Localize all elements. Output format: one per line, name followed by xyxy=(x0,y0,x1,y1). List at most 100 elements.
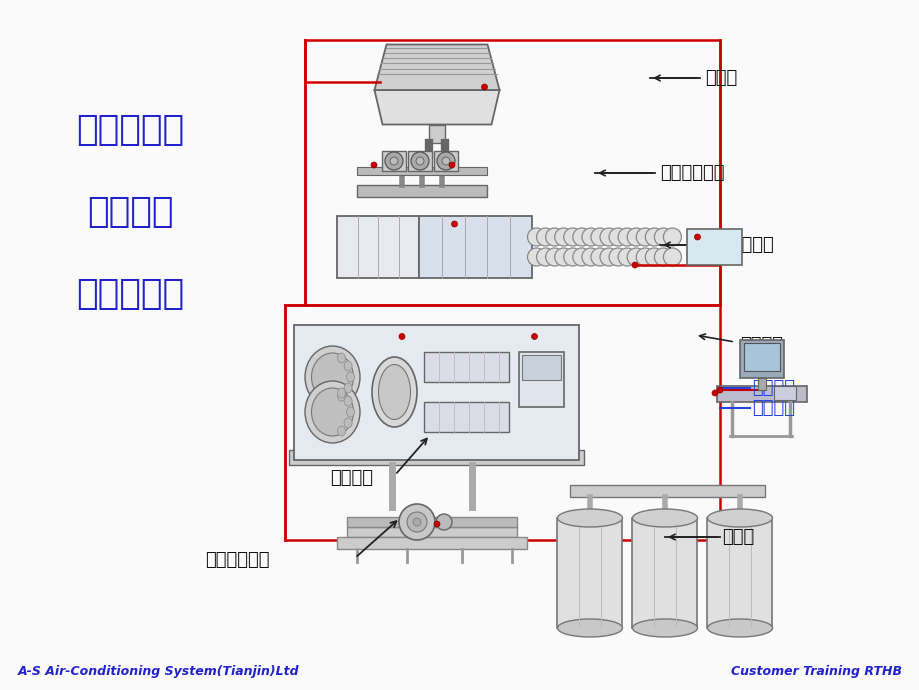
Ellipse shape xyxy=(346,372,354,382)
Bar xyxy=(424,352,509,382)
Circle shape xyxy=(631,262,637,268)
Bar xyxy=(381,151,405,171)
Circle shape xyxy=(554,248,572,266)
Circle shape xyxy=(711,390,717,396)
Circle shape xyxy=(644,248,663,266)
Polygon shape xyxy=(374,90,499,124)
Circle shape xyxy=(627,248,644,266)
Circle shape xyxy=(608,228,627,246)
Ellipse shape xyxy=(557,509,622,527)
Circle shape xyxy=(590,248,608,266)
Circle shape xyxy=(384,152,403,170)
Text: 空气处理机: 空气处理机 xyxy=(720,236,773,254)
Text: 末端设备: 末端设备 xyxy=(739,336,782,354)
Ellipse shape xyxy=(344,418,352,428)
Ellipse shape xyxy=(344,383,352,393)
Circle shape xyxy=(436,514,451,530)
Text: 中控主机: 中控主机 xyxy=(751,399,794,417)
Ellipse shape xyxy=(707,619,772,637)
Circle shape xyxy=(545,228,563,246)
Ellipse shape xyxy=(346,407,354,417)
Circle shape xyxy=(536,248,554,266)
Circle shape xyxy=(599,248,618,266)
Circle shape xyxy=(399,504,435,540)
Bar xyxy=(773,386,795,400)
Bar xyxy=(570,485,765,497)
Bar xyxy=(434,151,458,171)
Ellipse shape xyxy=(337,391,346,401)
Circle shape xyxy=(618,248,635,266)
Circle shape xyxy=(545,248,563,266)
Ellipse shape xyxy=(312,353,353,401)
Circle shape xyxy=(573,248,590,266)
Bar xyxy=(357,167,486,175)
Circle shape xyxy=(451,221,457,227)
Ellipse shape xyxy=(337,426,346,436)
Text: A-S Air-Conditioning System(Tianjin)Ltd: A-S Air-Conditioning System(Tianjin)Ltd xyxy=(18,665,300,678)
Circle shape xyxy=(590,228,608,246)
Bar xyxy=(707,518,772,628)
Circle shape xyxy=(434,521,439,527)
Ellipse shape xyxy=(337,353,346,363)
Circle shape xyxy=(370,162,377,168)
Bar xyxy=(285,305,720,540)
Bar xyxy=(294,324,579,460)
Bar xyxy=(557,518,622,628)
Circle shape xyxy=(581,248,599,266)
Ellipse shape xyxy=(557,619,622,637)
Bar xyxy=(337,216,419,278)
Ellipse shape xyxy=(344,361,352,371)
Circle shape xyxy=(608,248,627,266)
Circle shape xyxy=(406,512,426,532)
Bar xyxy=(743,343,779,371)
Text: 冷却水循环泵: 冷却水循环泵 xyxy=(659,164,724,182)
Circle shape xyxy=(536,228,554,246)
Ellipse shape xyxy=(632,619,697,637)
Circle shape xyxy=(563,228,581,246)
Circle shape xyxy=(563,248,581,266)
Ellipse shape xyxy=(344,396,352,406)
Circle shape xyxy=(581,228,599,246)
Bar xyxy=(289,449,584,464)
Ellipse shape xyxy=(707,509,772,527)
Circle shape xyxy=(448,162,455,168)
Circle shape xyxy=(653,248,672,266)
Circle shape xyxy=(663,228,681,246)
Bar xyxy=(519,352,564,407)
Bar xyxy=(757,378,766,390)
Bar xyxy=(632,518,697,628)
Bar xyxy=(346,517,516,527)
Bar xyxy=(424,402,509,432)
Circle shape xyxy=(663,248,681,266)
Polygon shape xyxy=(374,44,499,90)
Circle shape xyxy=(653,228,672,246)
Ellipse shape xyxy=(378,364,410,420)
Circle shape xyxy=(554,228,572,246)
Circle shape xyxy=(573,228,590,246)
Bar xyxy=(336,537,527,549)
Bar xyxy=(407,151,432,171)
Circle shape xyxy=(636,228,653,246)
Circle shape xyxy=(644,228,663,246)
Circle shape xyxy=(399,333,404,339)
Bar xyxy=(346,527,516,537)
Circle shape xyxy=(618,228,635,246)
Text: 冷却塔: 冷却塔 xyxy=(704,69,736,87)
Circle shape xyxy=(390,157,398,165)
Text: 冷冻水循环泵: 冷冻水循环泵 xyxy=(205,551,269,569)
Circle shape xyxy=(716,387,722,393)
Circle shape xyxy=(437,152,455,170)
Ellipse shape xyxy=(305,346,359,408)
Circle shape xyxy=(481,84,487,90)
Text: 主要组成: 主要组成 xyxy=(86,195,173,229)
Ellipse shape xyxy=(632,509,697,527)
Ellipse shape xyxy=(312,388,353,436)
Text: 冷冻水循环: 冷冻水循环 xyxy=(76,113,184,147)
Bar xyxy=(739,340,783,378)
Circle shape xyxy=(441,157,449,165)
Circle shape xyxy=(694,234,699,240)
Circle shape xyxy=(413,518,421,526)
Circle shape xyxy=(527,248,545,266)
Bar xyxy=(522,355,561,380)
Circle shape xyxy=(531,333,537,339)
